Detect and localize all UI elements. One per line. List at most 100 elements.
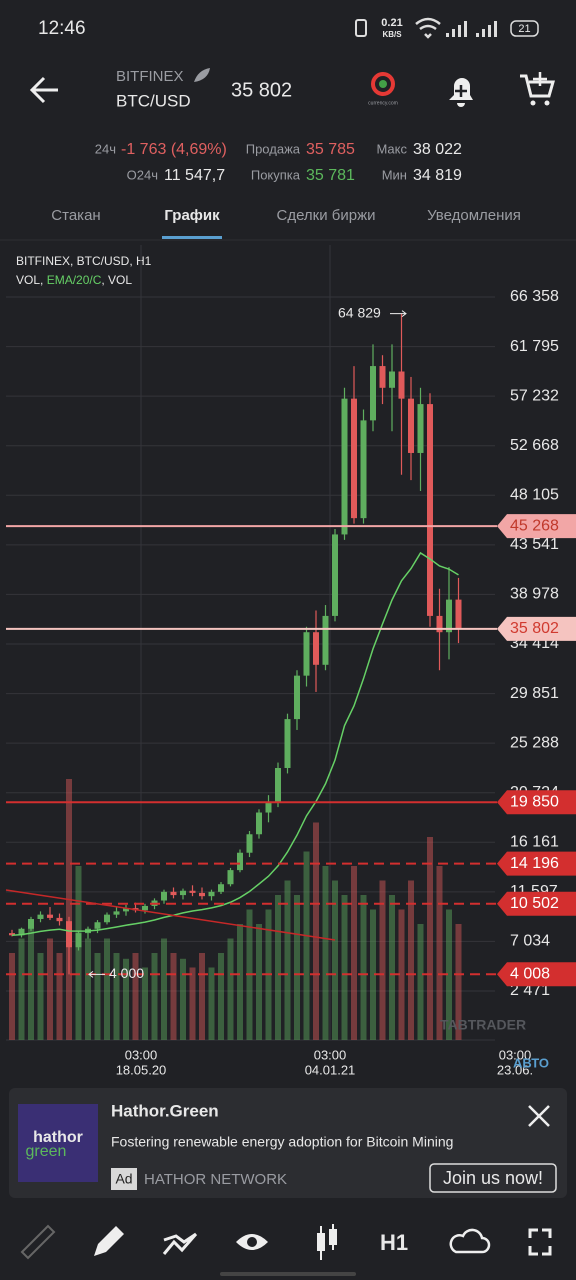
candle-body [104, 914, 110, 923]
candle-body [9, 933, 15, 936]
currency-logo-dot [379, 80, 387, 88]
level-tag [497, 851, 576, 876]
currency-logo[interactable] [371, 72, 395, 96]
candle-body [142, 905, 148, 911]
ad-logo-bottom: green [26, 1143, 67, 1160]
volume-bar [322, 866, 329, 1040]
candles-button[interactable] [317, 1224, 337, 1260]
candle-body [161, 891, 167, 901]
stat-change: -1 763 (4,69%) [121, 141, 227, 158]
ad-card[interactable] [9, 1088, 567, 1198]
level-tag [497, 616, 576, 641]
y-tick-label: 25 288 [510, 734, 559, 751]
candle-body [332, 534, 338, 616]
stat-sell: 35 785 [306, 141, 355, 158]
tab-active[interactable]: График [164, 207, 220, 224]
vibrate-icon [355, 19, 367, 37]
back-button[interactable] [29, 76, 58, 104]
candle-body [28, 918, 34, 929]
y-tick-label: 48 105 [510, 486, 559, 503]
volume-bar [132, 953, 139, 1040]
level-label: 4 008 [510, 966, 550, 983]
ad-close[interactable] [528, 1105, 550, 1127]
indicator: , VOL [101, 273, 132, 287]
cart-button[interactable] [520, 74, 555, 98]
x-tick-label: 23.06. [497, 1062, 533, 1077]
volume-bar [113, 953, 120, 1040]
auto-scale[interactable]: АВТО [513, 1055, 549, 1070]
status-speed-unit: KB/S [382, 30, 402, 39]
level-label: 45 268 [510, 517, 559, 534]
volume-bar [436, 866, 443, 1040]
volume-bar [227, 938, 234, 1040]
x-tick-label: 18.05.20 [116, 1062, 167, 1077]
ad-badge-text: Ad [115, 1171, 132, 1187]
volume-bar [360, 895, 367, 1040]
ad-logo [18, 1104, 98, 1182]
candle-body [94, 922, 101, 929]
y-tick-label: 7 034 [510, 933, 550, 950]
plot: 66 358 61 795 57 232 52 668 48 105 43 541 38 9… [6, 245, 576, 1077]
candle-body [75, 933, 82, 948]
annotation: 64 829 [338, 304, 381, 320]
trend-line [5, 889, 336, 941]
timeframe-button[interactable]: H1 [380, 1230, 408, 1255]
draw-button[interactable] [94, 1226, 124, 1256]
volume-bar [427, 837, 433, 1040]
indicators-button[interactable] [162, 1232, 198, 1255]
candle-body [294, 675, 300, 720]
candle-body [37, 914, 44, 919]
candle-body [370, 366, 376, 421]
tab[interactable]: Уведомления [427, 207, 521, 224]
tab[interactable]: Стакан [51, 207, 100, 224]
ad-button[interactable] [429, 1163, 557, 1193]
fullscreen-button[interactable] [528, 1228, 552, 1256]
signal-icon [446, 21, 467, 37]
candle-body [341, 398, 348, 535]
indicator-ema: EMA/20/C [47, 273, 102, 287]
volume-bar [66, 779, 72, 1040]
volume-bar [37, 953, 44, 1040]
candle-body [265, 802, 272, 813]
home-indicator [220, 1272, 356, 1276]
pair: BTC/USD [116, 91, 191, 110]
ad-advertiser: HATHOR NETWORK [144, 1171, 287, 1188]
volume-bar [446, 909, 452, 1040]
candle-body [436, 615, 443, 633]
ad-title: Hathor.Green [111, 1101, 219, 1120]
volume-bar [85, 938, 91, 1040]
volume-bar [28, 924, 34, 1040]
candle-body [170, 891, 177, 896]
ruler-button[interactable] [20, 1224, 56, 1260]
level-tag [497, 514, 576, 539]
candle-body [360, 420, 367, 519]
level-label: 35 802 [510, 620, 559, 637]
stat-label: O24ч [127, 167, 158, 182]
level-tag [497, 962, 576, 987]
y-tick-label: 52 668 [510, 437, 559, 454]
candle-body [398, 371, 405, 399]
candle-body [218, 884, 224, 892]
candle-body [189, 890, 196, 893]
cloud-button[interactable] [449, 1228, 491, 1254]
y-tick-label: 66 358 [510, 288, 559, 305]
currency-logo-text: currency.com [368, 100, 398, 106]
volume-bar [47, 938, 53, 1040]
candle-body [389, 371, 395, 388]
tab[interactable]: Сделки биржи [276, 207, 375, 224]
candle-body [47, 914, 53, 918]
volume-bar [351, 866, 357, 1040]
candle-body [227, 870, 234, 885]
volume-bar [237, 924, 243, 1040]
volume-bar [9, 953, 15, 1040]
annotation-arrow [88, 970, 105, 978]
volume-bar [313, 822, 319, 1040]
ad-badge [111, 1168, 137, 1190]
volume-bar [275, 895, 281, 1040]
y-tick-label: 57 232 [510, 387, 559, 404]
annotation: 4 000 [109, 965, 144, 981]
candle-body [455, 599, 462, 629]
cart-plus [533, 72, 547, 86]
wifi-icon [415, 17, 441, 39]
status-speed: 0.21 [381, 17, 402, 29]
